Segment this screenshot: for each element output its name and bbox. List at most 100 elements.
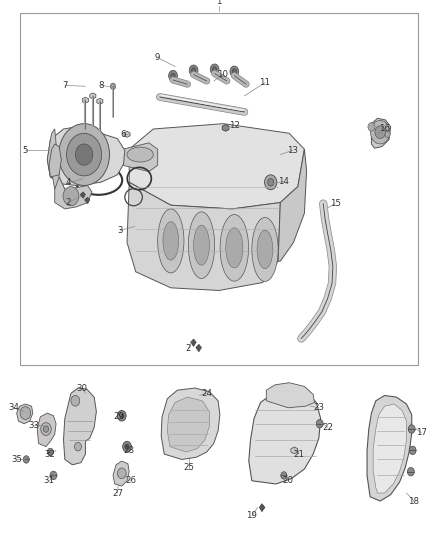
Polygon shape (85, 197, 90, 204)
Circle shape (67, 133, 102, 176)
Text: 22: 22 (322, 423, 333, 432)
Circle shape (408, 425, 415, 433)
Text: 14: 14 (278, 177, 290, 185)
Text: 35: 35 (11, 455, 22, 464)
Circle shape (189, 65, 198, 76)
Polygon shape (113, 461, 129, 486)
Ellipse shape (163, 222, 179, 260)
Ellipse shape (257, 230, 273, 269)
Circle shape (212, 67, 217, 72)
Text: 1: 1 (216, 0, 222, 5)
Text: 29: 29 (114, 413, 124, 421)
Text: 11: 11 (259, 78, 271, 87)
Text: 21: 21 (293, 450, 304, 458)
Circle shape (63, 187, 79, 206)
Circle shape (47, 448, 53, 456)
Ellipse shape (226, 228, 243, 268)
Text: 18: 18 (408, 497, 420, 505)
Text: 10: 10 (217, 70, 228, 79)
Ellipse shape (252, 217, 278, 281)
Polygon shape (97, 98, 103, 104)
Circle shape (281, 472, 287, 479)
Polygon shape (373, 404, 406, 493)
Text: 3: 3 (118, 226, 123, 235)
Polygon shape (278, 149, 307, 261)
Text: 2: 2 (186, 344, 191, 352)
Text: 20: 20 (283, 477, 294, 485)
Circle shape (316, 419, 323, 428)
Polygon shape (82, 97, 88, 103)
Circle shape (265, 175, 277, 190)
Ellipse shape (127, 147, 153, 162)
Circle shape (75, 144, 93, 165)
Text: 13: 13 (287, 146, 298, 155)
Text: 15: 15 (329, 199, 341, 208)
Polygon shape (49, 144, 61, 177)
Circle shape (409, 446, 416, 455)
Polygon shape (47, 127, 125, 185)
Text: 33: 33 (28, 421, 40, 430)
Circle shape (20, 407, 31, 419)
Circle shape (171, 73, 175, 78)
Text: 27: 27 (112, 489, 123, 497)
Polygon shape (123, 143, 158, 172)
Polygon shape (291, 447, 298, 454)
Bar (20, 13, 418, 365)
Circle shape (71, 395, 80, 406)
Ellipse shape (158, 209, 184, 273)
Text: 24: 24 (201, 389, 212, 398)
Polygon shape (37, 413, 56, 447)
Circle shape (230, 66, 239, 77)
Text: 17: 17 (416, 429, 427, 437)
Polygon shape (167, 397, 209, 452)
Circle shape (120, 413, 124, 418)
Polygon shape (127, 182, 280, 290)
Polygon shape (196, 344, 201, 352)
Circle shape (23, 456, 29, 463)
Circle shape (110, 83, 116, 90)
Polygon shape (129, 124, 304, 209)
Text: 19: 19 (247, 512, 257, 520)
Text: 32: 32 (45, 450, 56, 458)
Circle shape (117, 468, 126, 479)
Text: 6: 6 (120, 130, 125, 139)
Text: 31: 31 (43, 477, 55, 485)
Polygon shape (124, 131, 130, 138)
Circle shape (407, 467, 414, 476)
Polygon shape (64, 388, 96, 465)
Circle shape (375, 126, 385, 139)
Polygon shape (266, 383, 314, 408)
Polygon shape (90, 93, 96, 99)
Text: 25: 25 (184, 464, 195, 472)
Text: 12: 12 (229, 121, 240, 130)
Circle shape (368, 123, 375, 131)
Ellipse shape (194, 225, 209, 265)
Circle shape (385, 131, 390, 138)
Polygon shape (191, 339, 196, 346)
Polygon shape (367, 395, 412, 501)
Polygon shape (55, 177, 92, 209)
Circle shape (232, 69, 237, 74)
Text: 30: 30 (77, 384, 88, 392)
Text: 23: 23 (313, 403, 325, 412)
Text: 9: 9 (155, 53, 160, 62)
Text: 8: 8 (99, 81, 104, 90)
Polygon shape (161, 388, 220, 459)
Polygon shape (259, 504, 265, 512)
Circle shape (191, 68, 196, 73)
Polygon shape (80, 192, 85, 198)
Text: 4: 4 (65, 179, 71, 187)
Circle shape (117, 410, 126, 421)
Polygon shape (249, 388, 321, 484)
Text: 7: 7 (62, 81, 67, 90)
Circle shape (210, 64, 219, 75)
Text: 2: 2 (65, 198, 71, 207)
Circle shape (123, 441, 131, 452)
Circle shape (41, 423, 51, 435)
Circle shape (43, 426, 49, 432)
Circle shape (50, 471, 57, 480)
Text: 16: 16 (379, 125, 390, 133)
Circle shape (371, 120, 390, 144)
Text: 28: 28 (124, 446, 135, 455)
Ellipse shape (188, 212, 215, 278)
